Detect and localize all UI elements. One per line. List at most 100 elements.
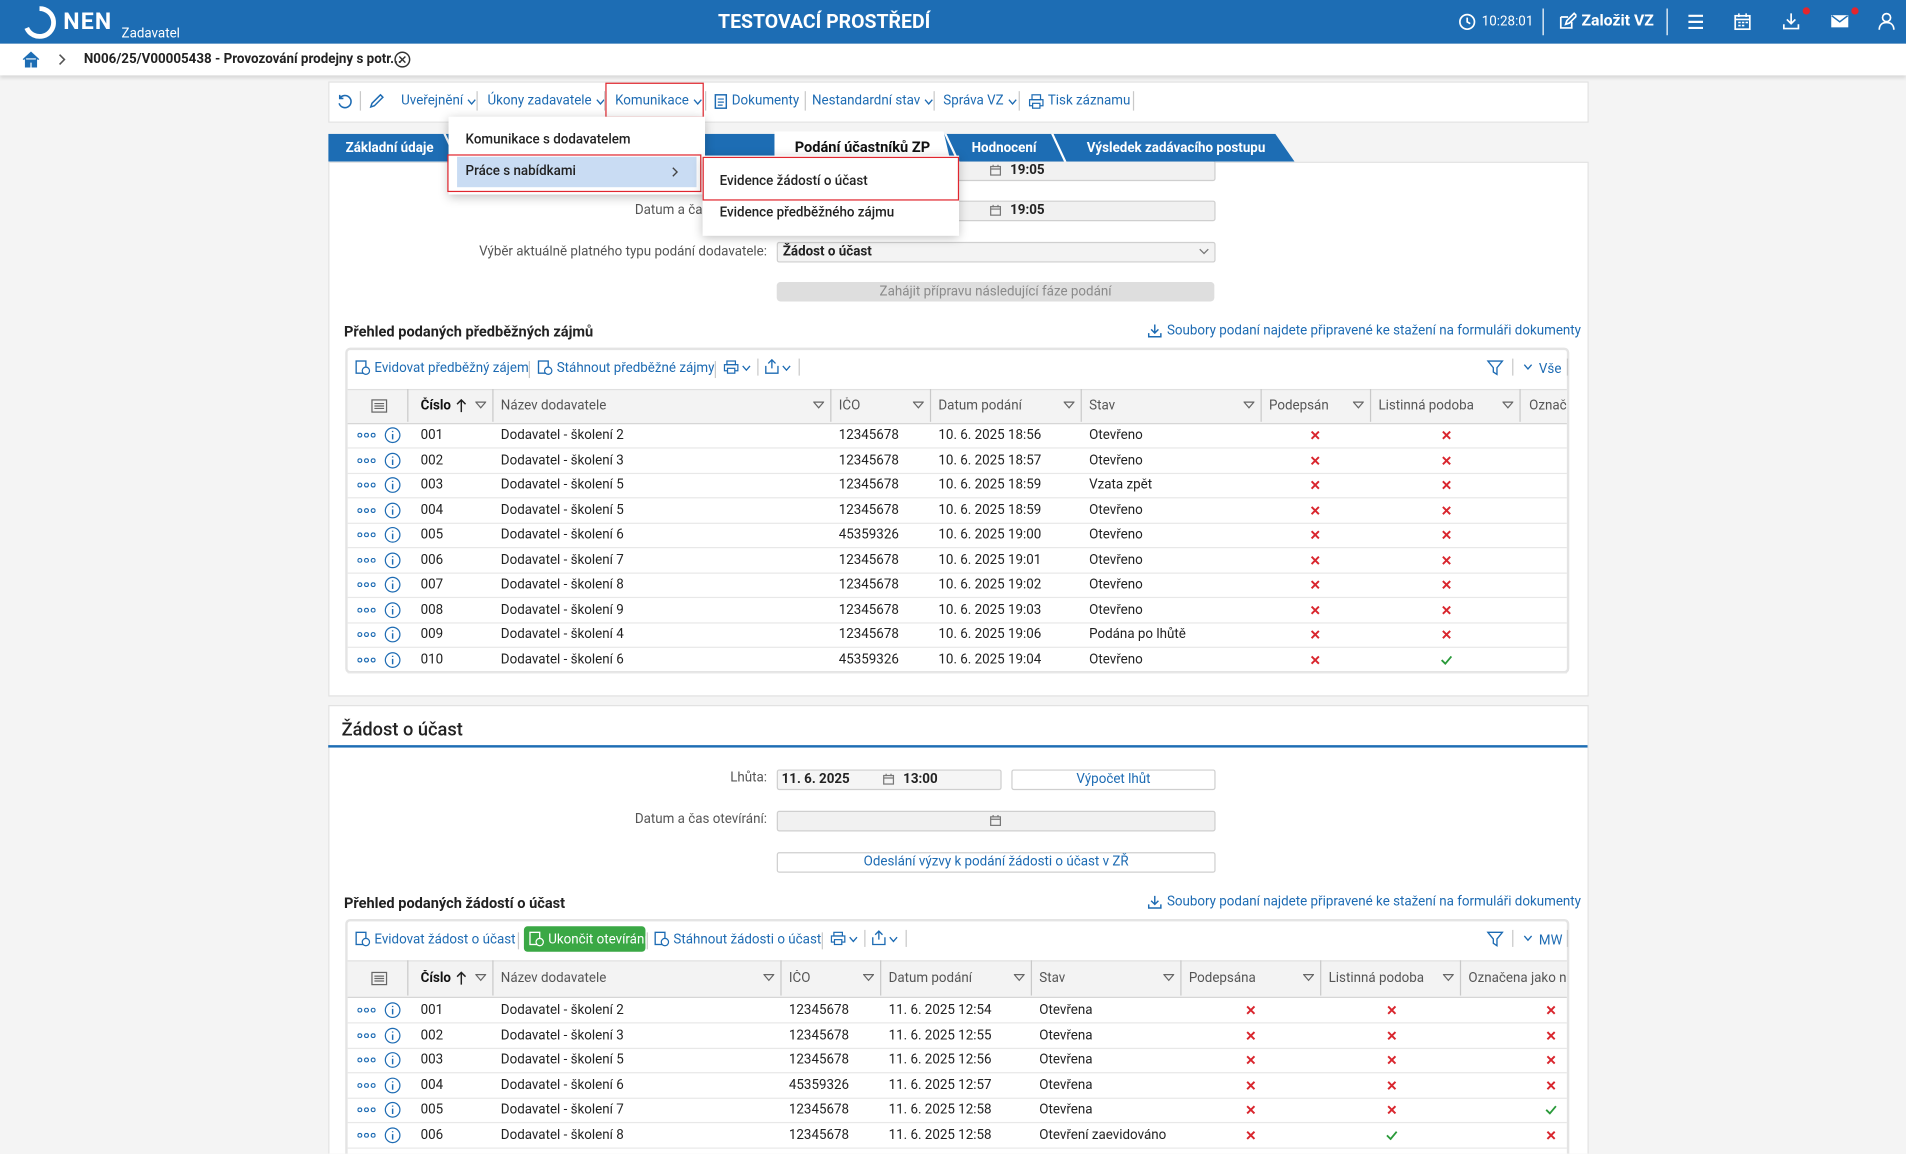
more-icon[interactable] bbox=[357, 482, 376, 488]
action-icon[interactable] bbox=[529, 931, 545, 947]
send-button[interactable] bbox=[776, 852, 1216, 873]
refresh-icon[interactable] bbox=[337, 94, 353, 110]
info-icon[interactable] bbox=[384, 501, 401, 518]
more-icon[interactable] bbox=[357, 1132, 376, 1138]
toolbar-item[interactable]: Úkony zadavatele bbox=[487, 92, 592, 109]
home-icon[interactable] bbox=[22, 51, 40, 68]
filter-icon[interactable] bbox=[1303, 973, 1315, 983]
create-button[interactable]: Založit VZ bbox=[1581, 12, 1654, 31]
grid-action[interactable]: Evidovat předběžný zájem bbox=[374, 359, 529, 376]
filter-icon[interactable] bbox=[1013, 973, 1025, 983]
info-icon[interactable] bbox=[384, 601, 401, 618]
type-select[interactable] bbox=[776, 241, 1216, 263]
grid-row[interactable] bbox=[347, 498, 1567, 524]
more-icon[interactable] bbox=[357, 1007, 376, 1013]
more-icon[interactable] bbox=[357, 657, 376, 662]
column-header[interactable]: Podepsána bbox=[1188, 969, 1256, 986]
more-icon[interactable] bbox=[357, 1107, 376, 1113]
next-phase-button[interactable] bbox=[776, 282, 1215, 302]
tab-label[interactable]: Výsledek zadávacího postupu bbox=[1086, 139, 1266, 156]
filter-icon[interactable] bbox=[1352, 400, 1364, 411]
action-icon[interactable] bbox=[537, 360, 553, 376]
info-icon[interactable] bbox=[384, 526, 401, 543]
column-header[interactable]: IČO bbox=[838, 396, 861, 413]
grid-row[interactable] bbox=[347, 523, 1567, 549]
filter-icon[interactable] bbox=[1502, 400, 1514, 411]
column-header[interactable]: Název dodavatele bbox=[500, 396, 607, 413]
more-icon[interactable] bbox=[357, 1032, 376, 1038]
info-icon[interactable] bbox=[384, 1076, 401, 1093]
more-icon[interactable] bbox=[357, 607, 376, 613]
action-icon[interactable] bbox=[355, 931, 371, 947]
grid-action[interactable]: Stáhnout předběžné zájmy bbox=[556, 359, 715, 376]
green-button-label[interactable]: Ukončit otevírání bbox=[548, 931, 648, 947]
logo-icon[interactable] bbox=[23, 6, 56, 39]
column-header[interactable]: Datum podání bbox=[938, 396, 1022, 413]
filter-icon[interactable] bbox=[863, 973, 874, 983]
grid-row[interactable] bbox=[347, 998, 1567, 1024]
grid-row[interactable] bbox=[347, 423, 1567, 449]
more-icon[interactable] bbox=[357, 1057, 376, 1063]
info-icon[interactable] bbox=[384, 1002, 401, 1019]
download-icon[interactable] bbox=[1782, 12, 1800, 30]
column-header[interactable]: Označe bbox=[1529, 396, 1567, 413]
print-icon[interactable] bbox=[723, 360, 739, 375]
grid-row[interactable] bbox=[347, 647, 1567, 673]
files-link[interactable]: Soubory podaní najdete připravené ke sta… bbox=[1166, 322, 1582, 338]
column-header[interactable]: Listinná podoba bbox=[1328, 969, 1425, 986]
more-icon[interactable] bbox=[357, 1082, 376, 1088]
settings-icon[interactable] bbox=[371, 398, 388, 413]
filter-icon[interactable] bbox=[1063, 400, 1075, 411]
filter-preset[interactable]: MW bbox=[1538, 932, 1563, 949]
info-icon[interactable] bbox=[384, 1126, 401, 1143]
column-header[interactable]: Název dodavatele bbox=[500, 969, 607, 986]
column-header[interactable]: Stav bbox=[1089, 396, 1116, 413]
export-icon[interactable] bbox=[765, 358, 780, 375]
toolbar-item[interactable]: Uveřejnění bbox=[401, 92, 464, 109]
tab-label[interactable]: Hodnocení bbox=[971, 139, 1037, 156]
grid-row[interactable] bbox=[347, 473, 1567, 499]
toolbar-item[interactable]: Správa VZ bbox=[943, 92, 1004, 109]
close-icon[interactable] bbox=[394, 51, 411, 68]
grid-row[interactable] bbox=[347, 1123, 1567, 1149]
grid-row[interactable] bbox=[347, 597, 1567, 623]
column-header[interactable]: Stav bbox=[1039, 969, 1066, 986]
grid-row[interactable] bbox=[347, 573, 1567, 599]
more-icon[interactable] bbox=[357, 532, 376, 538]
info-icon[interactable] bbox=[384, 1051, 401, 1068]
grid-row[interactable] bbox=[347, 1023, 1567, 1049]
files-link[interactable]: Soubory podaní najdete připravené ke sta… bbox=[1166, 893, 1582, 910]
grid-row[interactable] bbox=[347, 1048, 1567, 1074]
tab-label[interactable]: Základní údaje bbox=[345, 139, 434, 156]
more-icon[interactable] bbox=[357, 582, 376, 588]
green-button[interactable] bbox=[523, 926, 646, 952]
breadcrumb-item[interactable]: N006/25/V00005438 - Provozování prodejny… bbox=[83, 51, 402, 67]
logo-text[interactable]: NEN bbox=[63, 7, 113, 36]
filter-icon[interactable] bbox=[1243, 400, 1255, 411]
column-header[interactable]: IČO bbox=[788, 969, 811, 986]
toolbar-item[interactable]: Nestandardní stav bbox=[811, 92, 921, 109]
column-header[interactable]: Datum podání bbox=[888, 969, 973, 986]
filter-icon[interactable] bbox=[1486, 360, 1504, 376]
mail-icon[interactable] bbox=[1831, 13, 1849, 29]
calc-button[interactable] bbox=[1011, 769, 1216, 791]
more-icon[interactable] bbox=[357, 557, 376, 563]
more-icon[interactable] bbox=[357, 507, 376, 513]
export-icon[interactable] bbox=[872, 930, 887, 946]
menu-item-active[interactable] bbox=[457, 156, 697, 188]
column-header[interactable]: Označena jako ne bbox=[1468, 969, 1567, 986]
more-icon[interactable] bbox=[357, 457, 376, 463]
user-icon[interactable] bbox=[1878, 12, 1895, 30]
grid-row[interactable] bbox=[347, 548, 1567, 574]
action-icon[interactable] bbox=[654, 931, 670, 947]
deadline-field[interactable] bbox=[776, 769, 1002, 791]
menu-icon[interactable] bbox=[1687, 13, 1704, 30]
tab-label-active[interactable]: Podání účastníků ZP bbox=[794, 138, 931, 156]
edit-icon[interactable] bbox=[1558, 12, 1577, 30]
filter-preset[interactable]: Vše bbox=[1538, 361, 1562, 377]
calendar-icon[interactable] bbox=[1733, 12, 1751, 31]
filter-icon[interactable] bbox=[813, 400, 825, 411]
filter-icon[interactable] bbox=[475, 973, 487, 983]
grid-row[interactable] bbox=[347, 1098, 1567, 1124]
toolbar-item[interactable]: Komunikace bbox=[615, 92, 689, 109]
